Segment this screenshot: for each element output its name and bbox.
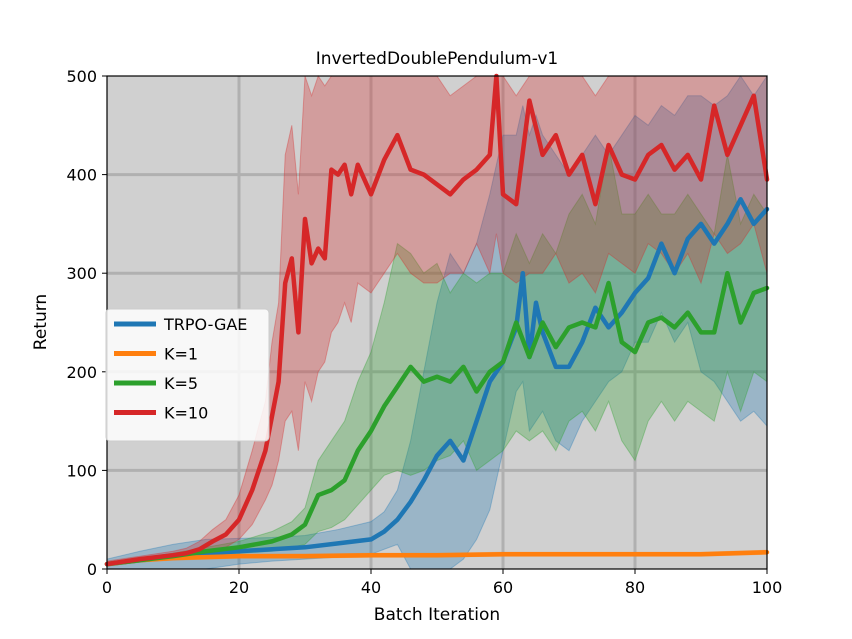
- x-tick-label-1: 20: [229, 578, 249, 597]
- chart-title: InvertedDoublePendulum-v1: [316, 49, 559, 69]
- y-tick-label-5: 500: [66, 67, 97, 86]
- line-series-0: [104, 197, 770, 567]
- legend-box: [105, 308, 270, 442]
- x-tick-label-4: 80: [625, 578, 645, 597]
- y-tick-label-0: 0: [87, 560, 97, 579]
- y-tick-label-3: 300: [66, 264, 97, 283]
- legend-label-2: K=5: [164, 374, 198, 393]
- line-series-1: [104, 549, 770, 567]
- x-tick-label-5: 100: [752, 578, 783, 597]
- x-tick-label-3: 60: [493, 578, 513, 597]
- x-tick-label-2: 40: [361, 578, 381, 597]
- legend-label-3: K=10: [164, 404, 208, 423]
- legend: TRPO-GAE K=1 K=5 K=10: [105, 308, 270, 442]
- x-tick-label-0: 0: [102, 578, 112, 597]
- line-series-2: [104, 270, 770, 567]
- y-tick-label-2: 200: [66, 363, 97, 382]
- x-axis-ticks: 0 20 40 60 80 100: [102, 569, 782, 597]
- series-lines: [104, 73, 770, 567]
- x-axis-label: Batch Iteration: [374, 605, 500, 625]
- y-tick-label-1: 100: [66, 461, 97, 480]
- y-tick-label-4: 400: [66, 166, 97, 185]
- legend-label-1: K=1: [164, 345, 198, 364]
- legend-label-0: TRPO-GAE: [163, 315, 247, 334]
- y-axis-ticks: 0 100 200 300 400 500: [66, 67, 107, 579]
- y-axis-label: Return: [31, 294, 51, 350]
- line-series-3: [104, 73, 770, 567]
